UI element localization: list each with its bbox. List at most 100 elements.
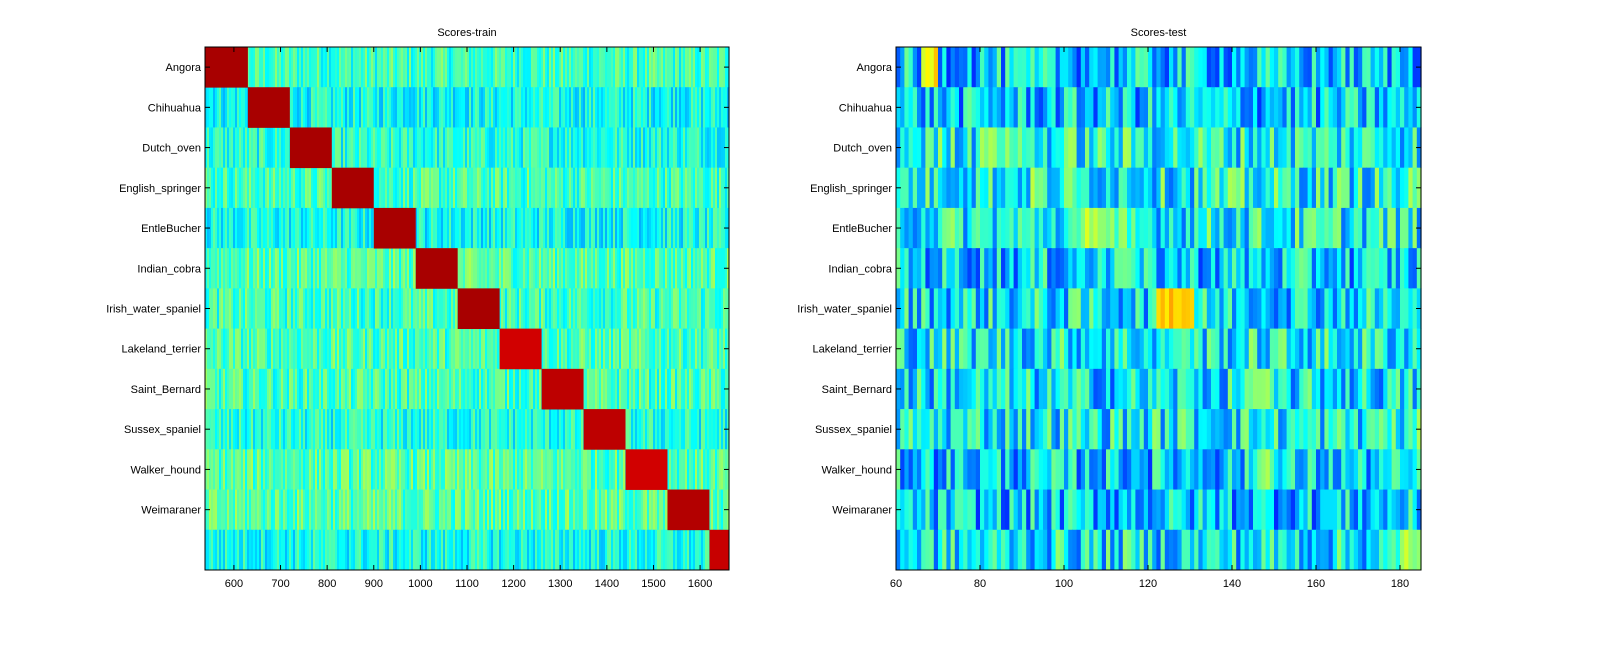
heatmap-cell xyxy=(313,489,316,531)
heatmap-cell xyxy=(427,529,430,571)
heatmap-cell xyxy=(1194,449,1199,490)
heatmap-cell xyxy=(331,47,334,88)
heatmap-cell xyxy=(371,207,374,249)
heatmap-cell xyxy=(657,167,660,209)
heatmap-cell xyxy=(345,127,348,169)
heatmap-cell xyxy=(1408,288,1414,330)
heatmap-cell xyxy=(289,288,292,330)
heatmap-cell xyxy=(413,368,416,410)
heatmap-cell xyxy=(271,328,274,370)
heatmap-cell xyxy=(547,328,550,370)
heatmap-cell xyxy=(291,489,294,531)
heatmap-cell xyxy=(619,248,622,289)
heatmap-cell xyxy=(519,127,522,169)
heatmap-cell xyxy=(301,368,304,410)
heatmap-cell xyxy=(377,288,380,330)
heatmap-cell xyxy=(343,288,346,330)
heatmap-cell xyxy=(635,248,638,289)
heatmap-cell xyxy=(950,409,956,450)
heatmap-cell xyxy=(579,529,582,571)
heatmap-cell xyxy=(559,167,562,209)
heatmap-cell xyxy=(455,449,458,490)
heatmap-cell xyxy=(551,87,554,128)
heatmap-cell xyxy=(545,449,548,490)
heatmap-cell xyxy=(996,368,1002,410)
heatmap-cell xyxy=(365,409,368,450)
heatmap-cell xyxy=(1387,328,1393,370)
heatmap-cell xyxy=(925,87,931,128)
heatmap-cell xyxy=(992,449,998,490)
heatmap-cell xyxy=(315,288,318,330)
heatmap-cell xyxy=(583,449,586,490)
heatmap-cell xyxy=(467,47,470,88)
heatmap-cell xyxy=(1387,87,1393,128)
heatmap-cell xyxy=(1030,489,1036,531)
heatmap-cell xyxy=(263,288,266,330)
heatmap-cell xyxy=(335,449,338,490)
heatmap-cell xyxy=(1253,449,1258,490)
heatmap-cell xyxy=(367,529,370,571)
heatmap-cell xyxy=(425,409,428,450)
heatmap-cell xyxy=(585,368,588,410)
heatmap-cell xyxy=(615,248,618,289)
heatmap-cell xyxy=(331,87,334,128)
heatmap-cell xyxy=(477,167,480,209)
heatmap-cell xyxy=(223,207,226,249)
heatmap-cell xyxy=(1072,167,1078,209)
heatmap-cell xyxy=(1299,248,1304,289)
heatmap-cell xyxy=(423,489,426,531)
heatmap-cell xyxy=(237,207,240,249)
heatmap-cell xyxy=(1059,328,1065,370)
heatmap-cell xyxy=(347,328,350,370)
heatmap-cell xyxy=(605,248,608,289)
heatmap-cell xyxy=(333,288,336,330)
heatmap-cell xyxy=(637,409,640,450)
heatmap-cell xyxy=(1290,449,1296,490)
heatmap-cell xyxy=(347,127,350,169)
heatmap-cell xyxy=(1097,167,1103,209)
heatmap-cell xyxy=(575,87,578,128)
heatmap-cell xyxy=(1101,489,1107,531)
heatmap-cell xyxy=(513,529,516,571)
heatmap-cell xyxy=(1223,87,1229,128)
heatmap-cell xyxy=(1290,489,1296,531)
heatmap-cell xyxy=(375,409,378,450)
heatmap-cell xyxy=(1206,127,1212,169)
heatmap-cell xyxy=(649,248,652,289)
heatmap-cell xyxy=(667,47,670,88)
heatmap-cell xyxy=(547,47,550,88)
heatmap-cell xyxy=(1328,288,1334,330)
heatmap-cell xyxy=(653,288,656,330)
heatmap-cell xyxy=(1194,288,1199,330)
heatmap-cell xyxy=(613,288,616,330)
heatmap-cell xyxy=(1009,328,1015,370)
heatmap-cell xyxy=(1118,489,1124,531)
heatmap-cell xyxy=(495,529,498,571)
heatmap-cell xyxy=(331,328,334,370)
heatmap-cell xyxy=(1068,288,1073,330)
heatmap-cell xyxy=(279,449,282,490)
heatmap-cell xyxy=(1383,489,1388,531)
heatmap-cell xyxy=(1379,248,1384,289)
heatmap-cell xyxy=(1185,207,1191,249)
heatmap-cell xyxy=(1341,328,1346,370)
heatmap-cell xyxy=(561,288,564,330)
heatmap-cell xyxy=(1282,87,1288,128)
heatmap-cell xyxy=(1307,409,1313,450)
heatmap-cell xyxy=(921,449,926,490)
heatmap-cell xyxy=(233,288,236,330)
heatmap-cell xyxy=(335,87,338,128)
heatmap-cell xyxy=(625,167,628,209)
heatmap-cell xyxy=(237,248,240,289)
heatmap-cell xyxy=(1198,449,1204,490)
heatmap-cell xyxy=(445,288,448,330)
heatmap-cell xyxy=(1076,489,1082,531)
heatmap-cell xyxy=(629,207,632,249)
heatmap-cell xyxy=(555,167,558,209)
heatmap-cell xyxy=(279,47,282,88)
heatmap-cell xyxy=(437,87,440,128)
heatmap-cell xyxy=(529,288,532,330)
heatmap-cell xyxy=(1404,248,1409,289)
heatmap-cell xyxy=(419,288,422,330)
heatmap-cell xyxy=(1080,449,1086,490)
